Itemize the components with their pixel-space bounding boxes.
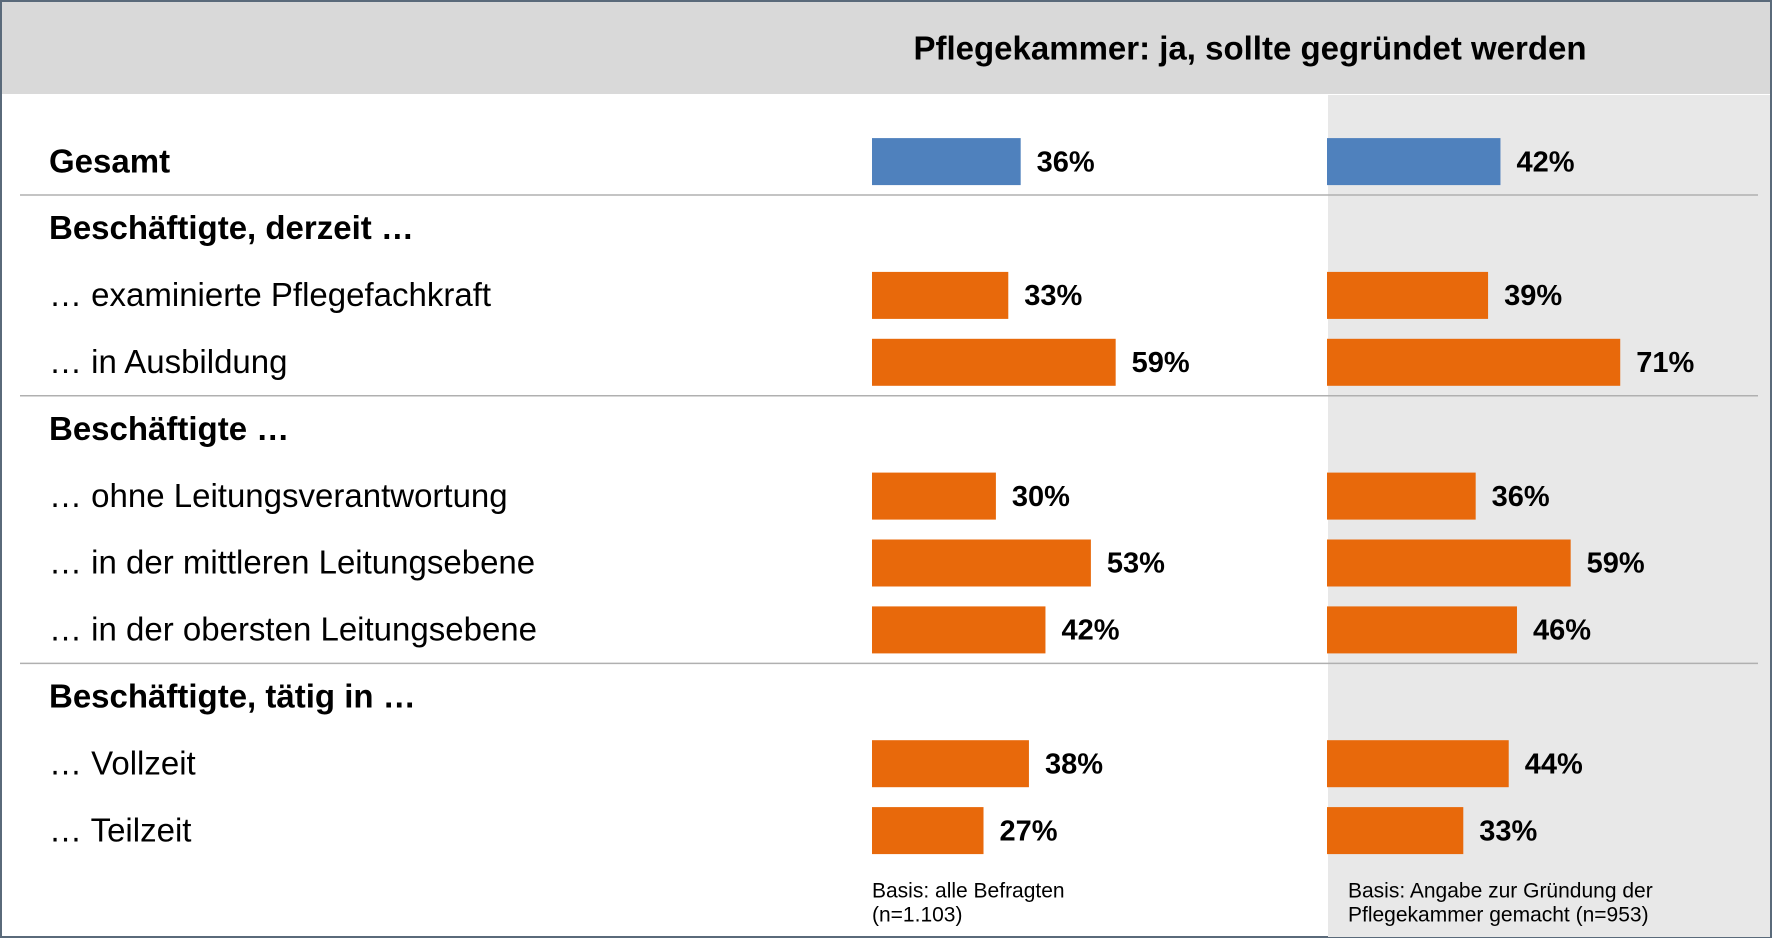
category-label: Beschäftigte, derzeit …: [49, 209, 414, 246]
bar: [872, 807, 984, 855]
value-label: 42%: [1516, 146, 1574, 178]
bar: [1327, 539, 1571, 587]
bar: [872, 338, 1116, 386]
category-label: Beschäftigte …: [49, 410, 289, 447]
chart-title: Pflegekammer: ja, sollte gegründet werde…: [913, 30, 1586, 67]
category-label: … in der obersten Leitungsebene: [49, 611, 537, 648]
value-label: 36%: [1037, 146, 1095, 178]
bar: [872, 740, 1029, 788]
value-label: 33%: [1024, 280, 1082, 312]
bar: [1327, 138, 1501, 186]
value-label: 59%: [1587, 548, 1645, 580]
value-label: 44%: [1525, 748, 1583, 780]
category-label: … examinierte Pflegefachkraft: [49, 276, 491, 313]
bar: [872, 271, 1009, 319]
value-label: 30%: [1012, 481, 1070, 513]
value-label: 39%: [1504, 280, 1562, 312]
value-label: 46%: [1533, 615, 1591, 647]
value-label: 36%: [1492, 481, 1550, 513]
category-label: … in der mittleren Leitungsebene: [49, 544, 535, 581]
category-label: … Teilzeit: [49, 811, 191, 848]
value-label: 42%: [1061, 615, 1119, 647]
bar: [872, 539, 1091, 587]
bar: [1327, 807, 1464, 855]
bar: [1327, 472, 1476, 520]
note: Pflegekammer gemacht (n=953): [1348, 904, 1649, 927]
bar: [1327, 338, 1621, 386]
bar: [872, 472, 996, 520]
bar: [1327, 606, 1517, 654]
category-label: Beschäftigte, tätig in …: [49, 678, 416, 715]
note: Basis: Angabe zur Gründung der: [1348, 880, 1653, 903]
bar: [1327, 740, 1509, 788]
value-label: 71%: [1636, 347, 1694, 379]
category-label: … in Ausbildung: [49, 343, 288, 380]
value-label: 53%: [1107, 548, 1165, 580]
value-label: 38%: [1045, 748, 1103, 780]
bar: [1327, 271, 1489, 319]
value-label: 27%: [1000, 815, 1058, 847]
value-label: 33%: [1479, 815, 1537, 847]
bar: [872, 606, 1046, 654]
category-label: … ohne Leitungsverantwortung: [49, 477, 508, 514]
note: Basis: alle Befragten: [872, 880, 1065, 903]
header-band: [2, 2, 1770, 94]
note: (n=1.103): [872, 904, 962, 927]
category-label: … Vollzeit: [49, 744, 196, 781]
value-label: 59%: [1132, 347, 1190, 379]
category-label: Gesamt: [49, 142, 170, 179]
bar: [872, 138, 1021, 186]
